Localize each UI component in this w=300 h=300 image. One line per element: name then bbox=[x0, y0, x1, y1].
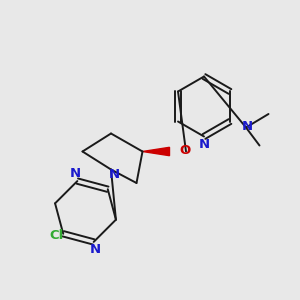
Text: N: N bbox=[109, 168, 120, 181]
Text: N: N bbox=[198, 137, 210, 151]
Polygon shape bbox=[142, 147, 170, 156]
Text: O: O bbox=[179, 144, 191, 157]
Text: Cl: Cl bbox=[50, 229, 64, 242]
Text: N: N bbox=[70, 167, 81, 180]
Text: N: N bbox=[90, 243, 101, 256]
Text: N: N bbox=[242, 119, 253, 133]
